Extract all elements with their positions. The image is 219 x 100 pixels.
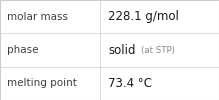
Bar [0, 33, 100, 67]
Text: 228.1 g/mol: 228.1 g/mol [108, 10, 179, 23]
Bar [100, 67, 219, 100]
Bar [100, 0, 219, 33]
Bar [0, 67, 100, 100]
Text: (at STP): (at STP) [141, 46, 175, 54]
Text: melting point: melting point [7, 78, 76, 88]
Text: phase: phase [7, 45, 38, 55]
Text: 73.4 °C: 73.4 °C [108, 77, 152, 90]
Bar [100, 33, 219, 67]
Bar [0, 0, 100, 33]
Text: molar mass: molar mass [7, 12, 68, 22]
Text: solid: solid [108, 44, 136, 56]
